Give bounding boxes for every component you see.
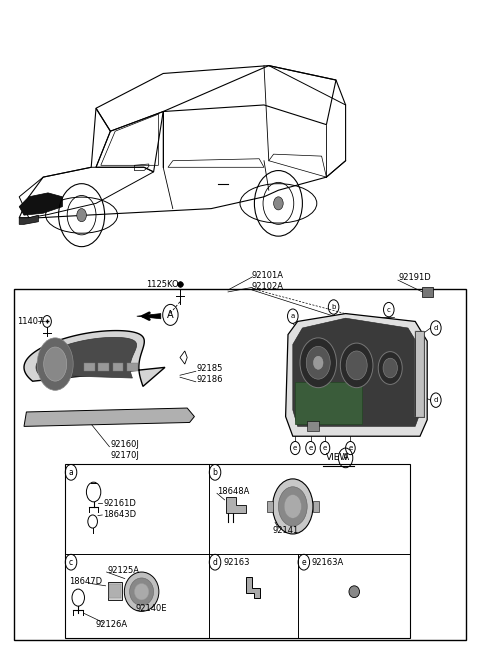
Text: d: d: [213, 558, 217, 567]
Circle shape: [300, 338, 336, 388]
Bar: [108, 582, 122, 600]
Circle shape: [340, 343, 373, 388]
Text: 92102A: 92102A: [252, 281, 284, 291]
Circle shape: [273, 479, 313, 534]
Text: 18647D: 18647D: [69, 577, 102, 586]
Text: e: e: [309, 445, 312, 451]
Polygon shape: [19, 193, 62, 215]
Bar: [313, 501, 319, 512]
Text: 92170J: 92170J: [110, 451, 139, 460]
Bar: [415, 331, 424, 417]
Circle shape: [346, 351, 367, 380]
Bar: [307, 421, 319, 431]
Bar: [295, 382, 362, 424]
Circle shape: [306, 346, 330, 379]
Ellipse shape: [130, 578, 154, 605]
Circle shape: [274, 197, 283, 210]
Text: d: d: [433, 325, 438, 331]
Polygon shape: [24, 408, 194, 426]
Circle shape: [378, 352, 402, 384]
Text: 92125A: 92125A: [108, 565, 140, 575]
Text: 11407: 11407: [17, 317, 43, 326]
Text: c: c: [69, 558, 73, 567]
Text: 92186: 92186: [197, 375, 223, 384]
Circle shape: [284, 495, 301, 518]
Polygon shape: [19, 215, 38, 224]
Text: A: A: [167, 310, 174, 320]
Text: 92163A: 92163A: [312, 558, 344, 567]
Bar: [113, 363, 123, 371]
Bar: [422, 287, 433, 297]
Bar: [65, 464, 410, 638]
Ellipse shape: [37, 338, 73, 390]
Text: 18643D: 18643D: [103, 510, 136, 520]
Ellipse shape: [124, 572, 159, 611]
Bar: [84, 363, 95, 371]
Text: e: e: [348, 445, 352, 451]
Circle shape: [278, 487, 307, 526]
Text: e: e: [323, 445, 327, 451]
Text: VIEW: VIEW: [326, 453, 349, 462]
Text: d: d: [433, 397, 438, 403]
Text: A: A: [343, 453, 348, 462]
Text: 92163: 92163: [223, 558, 250, 567]
Text: b: b: [213, 468, 217, 477]
Circle shape: [77, 209, 86, 222]
Text: 92126A: 92126A: [95, 620, 127, 629]
Text: c: c: [387, 306, 391, 313]
Text: 92141: 92141: [273, 525, 299, 535]
Text: 18648A: 18648A: [217, 487, 250, 497]
Text: e: e: [293, 445, 297, 451]
Polygon shape: [137, 314, 161, 319]
Polygon shape: [293, 318, 420, 426]
Circle shape: [313, 356, 323, 369]
Ellipse shape: [349, 586, 360, 598]
Text: 92191D: 92191D: [398, 273, 431, 282]
Bar: [14, 289, 466, 640]
Bar: [98, 363, 109, 371]
Polygon shape: [36, 337, 137, 378]
Ellipse shape: [134, 584, 149, 600]
Polygon shape: [286, 314, 427, 436]
Polygon shape: [24, 331, 165, 386]
Bar: [109, 584, 121, 598]
Text: 92140E: 92140E: [135, 604, 167, 613]
Text: a: a: [69, 468, 73, 477]
Text: a: a: [291, 313, 295, 319]
Text: 92101A: 92101A: [252, 271, 284, 280]
Text: e: e: [301, 558, 306, 567]
Bar: [127, 363, 138, 371]
Bar: [415, 331, 424, 417]
Polygon shape: [246, 577, 260, 598]
Polygon shape: [226, 497, 246, 513]
Text: 1125KO: 1125KO: [146, 279, 179, 289]
Ellipse shape: [44, 347, 67, 381]
Circle shape: [383, 358, 397, 378]
Text: 92185: 92185: [197, 364, 223, 373]
Text: 92160J: 92160J: [110, 440, 139, 449]
Bar: [267, 501, 273, 512]
Text: b: b: [331, 304, 336, 310]
Text: 92161D: 92161D: [103, 499, 136, 508]
